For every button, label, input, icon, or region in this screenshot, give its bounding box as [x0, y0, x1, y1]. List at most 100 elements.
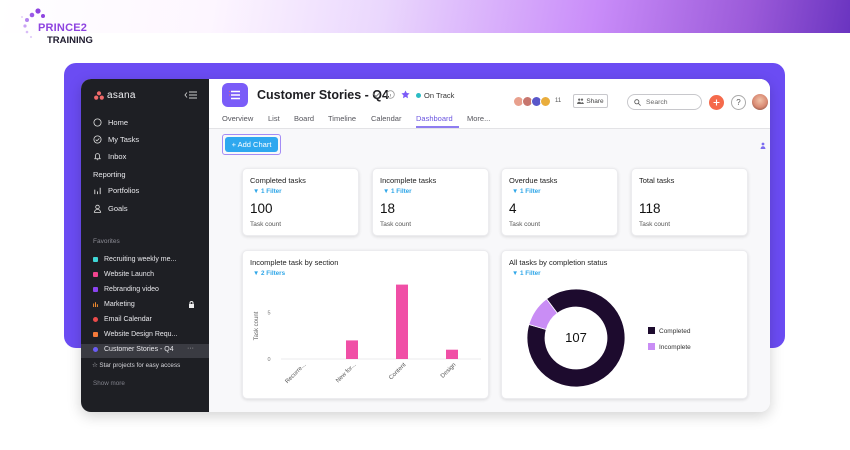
stat-card-incomplete[interactable]: Incomplete tasks ▼ 1 Filter 18 Task coun… [372, 168, 489, 236]
portfolio-bars-icon [93, 302, 98, 307]
prince2-logo-icon [21, 8, 45, 39]
filter-label: 1 Filter [519, 188, 541, 195]
list-icon [229, 90, 240, 100]
project-color-dot [93, 317, 98, 322]
info-icon[interactable] [386, 90, 395, 99]
y-axis-label: Task count [254, 311, 260, 340]
sidebar-item-goals[interactable]: Goals [93, 204, 128, 213]
donut-chart: 107 Completed Incomplete [526, 288, 691, 388]
sidebar-item-label: My Tasks [108, 135, 140, 144]
sidebar-item-portfolios[interactable]: Portfolios [93, 186, 139, 195]
chart-title: Incomplete task by section [250, 258, 339, 267]
asana-logo-icon [94, 91, 104, 100]
stat-title: Overdue tasks [509, 176, 558, 185]
favorite-label: Marketing [104, 301, 135, 308]
active-project-highlight [81, 344, 209, 358]
status-badge[interactable]: On Track [424, 91, 455, 100]
home-icon [93, 118, 102, 127]
share-button[interactable]: Share [573, 94, 608, 108]
donut-chart-card[interactable]: All tasks by completion status ▼ 1 Filte… [501, 250, 748, 399]
search-input[interactable]: Search [627, 94, 702, 110]
sidebar-item-inbox[interactable]: Inbox [93, 152, 126, 161]
user-avatar[interactable] [752, 94, 768, 110]
more-options-icon[interactable]: ··· [187, 345, 194, 352]
search-placeholder: Search [646, 98, 668, 106]
people-icon [577, 98, 585, 104]
tab-more[interactable]: More... [467, 114, 491, 123]
favorite-label: Recruiting weekly me... [104, 256, 177, 263]
tab-timeline[interactable]: Timeline [328, 114, 357, 123]
stat-value: 4 [509, 201, 517, 216]
favorite-item[interactable]: Marketing [93, 301, 203, 308]
add-chart-button[interactable]: + Add Chart [222, 134, 281, 155]
legend-label: Incomplete [659, 344, 691, 351]
member-avatar[interactable] [540, 96, 551, 107]
filter-badge[interactable]: ▼ 1 Filter [383, 188, 412, 195]
donut-slice-incomplete[interactable] [528, 298, 558, 330]
collapse-sidebar-icon[interactable] [184, 91, 197, 99]
favorite-item[interactable]: Website Launch [93, 271, 203, 278]
sidebar-item-label: Home [108, 118, 129, 127]
person-icon [93, 204, 102, 213]
tab-overview[interactable]: Overview [222, 114, 254, 123]
help-icon[interactable]: ? [731, 95, 746, 110]
star-icon[interactable] [401, 90, 410, 99]
star-projects-hint[interactable]: ☆ Star projects for easy access [92, 362, 181, 369]
filter-badge[interactable]: ▼ 1 Filter [512, 188, 541, 195]
tab-calendar[interactable]: Calendar [371, 114, 402, 123]
stat-card-overdue[interactable]: Overdue tasks ▼ 1 Filter 4 Task count [501, 168, 618, 236]
donut-slice-completed[interactable] [526, 288, 626, 388]
stat-card-total[interactable]: Total tasks 118 Task count [631, 168, 748, 236]
stat-subtitle: Task count [509, 221, 541, 228]
x-tick-label: New for... [335, 362, 357, 384]
favorite-label: Rebranding video [104, 286, 159, 293]
y-tick-label: 5 [267, 311, 270, 317]
bar[interactable] [346, 340, 358, 359]
create-button[interactable] [709, 95, 724, 110]
bar-chart-card[interactable]: Incomplete task by section ▼ 2 Filters T… [242, 250, 489, 399]
filter-badge[interactable]: ▼ 2 Filters [253, 270, 286, 277]
favorite-item[interactable]: Email Calendar [93, 316, 203, 323]
chart-title: All tasks by completion status [509, 258, 608, 267]
stat-title: Total tasks [639, 176, 675, 185]
bar[interactable] [446, 349, 458, 359]
stat-title: Completed tasks [250, 176, 306, 185]
donut-center-total: 107 [565, 330, 587, 345]
stat-value: 18 [380, 201, 396, 216]
legend-swatch [648, 327, 655, 334]
show-more-link[interactable]: Show more [93, 380, 125, 387]
member-count: 11 [555, 98, 562, 104]
sidebar-item-home[interactable]: Home [93, 118, 128, 127]
favorite-label: Website Design Requ... [104, 331, 178, 338]
tab-board[interactable]: Board [294, 114, 315, 123]
asana-logo[interactable]: asana [94, 90, 136, 101]
project-color-dot [93, 272, 98, 277]
favorite-item[interactable]: Website Design Requ... [93, 331, 203, 338]
favorite-item[interactable]: Recruiting weekly me... [93, 256, 203, 263]
lock-icon [189, 301, 194, 308]
reporting-heading: Reporting [93, 170, 126, 179]
favorite-item-active[interactable]: Customer Stories - Q4 ··· [93, 345, 203, 353]
favorite-item[interactable]: Rebranding video [93, 286, 203, 293]
favorites-heading: Favorites [93, 238, 120, 245]
y-tick-label: 0 [267, 357, 270, 363]
filter-badge[interactable]: ▼ 1 Filter [512, 270, 541, 277]
stat-card-completed[interactable]: Completed tasks ▼ 1 Filter 100 Task coun… [242, 168, 359, 236]
filter-badge[interactable]: ▼ 1 Filter [253, 188, 282, 195]
tab-list[interactable]: List [268, 114, 280, 123]
favorite-label: Email Calendar [104, 316, 152, 323]
project-title: Customer Stories - Q4 [257, 88, 389, 102]
top-banner [0, 0, 850, 33]
add-chart-label: + Add Chart [225, 137, 278, 152]
favorite-label: Customer Stories - Q4 [104, 346, 174, 353]
bar[interactable] [396, 284, 408, 359]
app-window: asana Home My Tasks Inbox Reporting Port… [81, 79, 770, 412]
bell-icon [94, 153, 101, 161]
project-color-dot [93, 257, 98, 262]
tab-dashboard[interactable]: Dashboard [416, 114, 453, 123]
bar-chart-icon [94, 187, 101, 195]
collaborator-icon[interactable] [760, 142, 766, 149]
sidebar-item-my-tasks[interactable]: My Tasks [93, 135, 139, 144]
x-tick-label: Recurre... [285, 362, 308, 385]
chevron-down-icon[interactable] [372, 92, 380, 98]
